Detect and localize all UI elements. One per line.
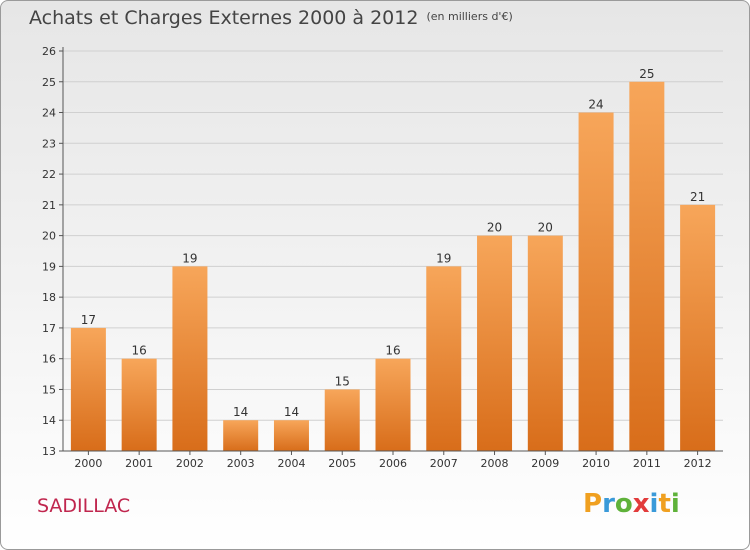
chart-title: Achats et Charges Externes 2000 à 2012 (29, 7, 419, 29)
axes: 13 14 15 16 17 18 19 20 21 22 23 24 25 26 2000 2001 2002… (42, 45, 723, 470)
logo-letter: r (602, 489, 615, 519)
data-labels: 17 16 19 14 14 15 16 19 20 20 24 25 21 (81, 67, 706, 419)
x-tick-label: 2012 (684, 457, 712, 470)
x-tick-label: 2007 (430, 457, 458, 470)
commune-name: SADILLAC (37, 495, 131, 517)
logo-letter: P (583, 489, 603, 519)
x-tick-label: 2006 (379, 457, 407, 470)
y-tick-label: 25 (42, 76, 56, 89)
data-label: 20 (487, 221, 502, 235)
bar-2000 (70, 327, 106, 451)
bar-2009 (527, 235, 563, 451)
bar-2006 (375, 358, 411, 451)
x-tick-label: 2010 (582, 457, 610, 470)
chart-unit: (en milliers d'€) (426, 10, 513, 23)
data-label: 16 (385, 344, 400, 358)
y-tick-label: 16 (42, 353, 56, 366)
bar-2005 (324, 389, 360, 451)
bar-2008 (477, 235, 513, 451)
data-label: 16 (132, 344, 147, 358)
data-label: 20 (538, 221, 553, 235)
logo-letter: i (649, 489, 659, 519)
y-tick-label: 20 (42, 230, 56, 243)
bar-2011 (629, 81, 665, 452)
y-tick-label: 13 (42, 445, 56, 458)
data-label: 24 (588, 98, 603, 112)
y-tick-label: 19 (42, 260, 56, 273)
x-tick-label: 2001 (125, 457, 153, 470)
data-label: 25 (639, 67, 654, 81)
bar-2004 (273, 420, 309, 451)
y-tick-label: 18 (42, 291, 56, 304)
y-tick-label: 24 (42, 107, 56, 120)
y-tick-label: 17 (42, 322, 56, 335)
bar-2010 (578, 112, 614, 452)
bar-2003 (223, 420, 259, 451)
x-tick-label: 2002 (176, 457, 204, 470)
data-label: 21 (690, 190, 705, 204)
bars (70, 81, 716, 452)
x-tick-label: 2000 (74, 457, 102, 470)
data-label: 15 (335, 374, 350, 388)
logo-letter: o (614, 489, 633, 519)
data-label: 19 (182, 251, 197, 265)
logo-letter: i (670, 489, 680, 519)
bar-2002 (172, 266, 208, 451)
chart-title-group: Achats et Charges Externes 2000 à 2012 (e… (29, 7, 513, 29)
data-label: 14 (284, 405, 299, 419)
x-tick-label: 2003 (227, 457, 255, 470)
x-tick-label: 2009 (531, 457, 559, 470)
x-tick-label: 2005 (328, 457, 356, 470)
y-tick-label: 22 (42, 168, 56, 181)
y-tick-label: 21 (42, 199, 56, 212)
y-tick-label: 14 (42, 414, 56, 427)
logo-letter: t (658, 489, 671, 519)
x-tick-label: 2011 (633, 457, 661, 470)
data-label: 14 (233, 405, 248, 419)
y-tick-label: 15 (42, 383, 56, 396)
x-tick-label: 2004 (277, 457, 305, 470)
data-label: 17 (81, 313, 96, 327)
logo-letter: x (632, 489, 650, 519)
bar-2007 (426, 266, 462, 451)
proxiti-logo[interactable]: Proxiti (583, 489, 680, 519)
y-tick-label: 23 (42, 137, 56, 150)
data-label: 19 (436, 251, 451, 265)
bar-2012 (680, 204, 716, 451)
x-tick-label: 2008 (481, 457, 509, 470)
bar-2001 (121, 358, 157, 451)
y-tick-label: 26 (42, 45, 56, 58)
